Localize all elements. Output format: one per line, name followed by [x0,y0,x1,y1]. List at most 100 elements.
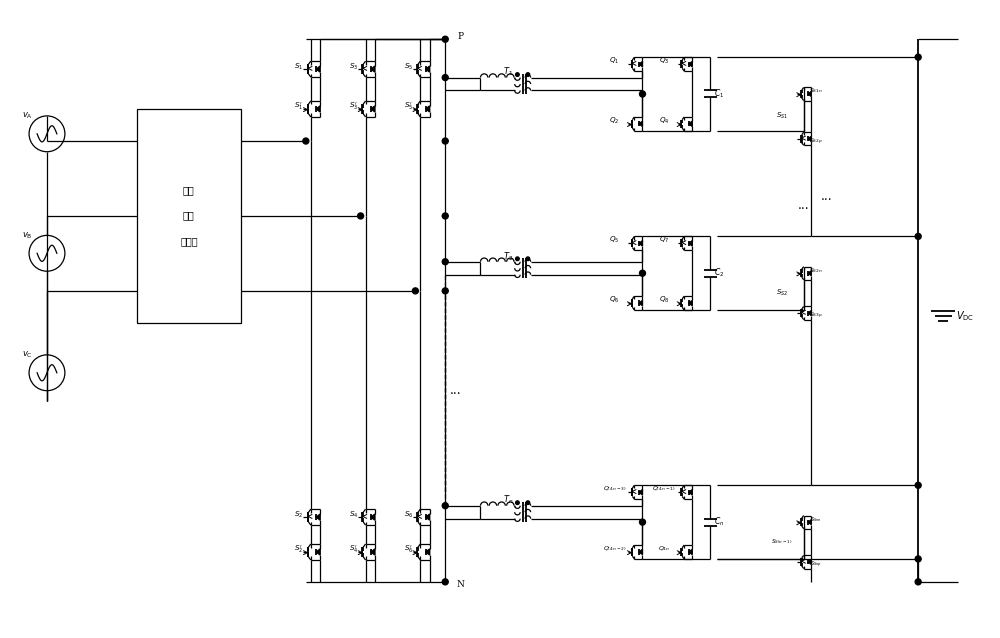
Text: $T_n$: $T_n$ [503,494,513,507]
Text: 滤波器: 滤波器 [180,237,198,246]
Text: $S_5'$: $S_5'$ [404,101,413,113]
Polygon shape [689,241,692,246]
Text: $S_{S(n-1)}$: $S_{S(n-1)}$ [771,538,793,546]
Text: N: N [456,581,464,590]
Circle shape [915,556,921,562]
Circle shape [442,288,448,294]
FancyBboxPatch shape [137,109,241,323]
Text: $Q_5$: $Q_5$ [609,235,620,246]
Text: $C_1$: $C_1$ [714,88,724,100]
Text: $S_{Snp}$: $S_{Snp}$ [810,560,822,570]
Circle shape [915,579,921,585]
Circle shape [442,36,448,42]
Text: $Q_{4n}$: $Q_{4n}$ [658,545,670,553]
Polygon shape [689,121,692,126]
Text: ...: ... [449,383,461,397]
Circle shape [516,73,519,77]
Polygon shape [639,61,642,67]
Text: $Q_2$: $Q_2$ [609,115,620,126]
Circle shape [915,54,921,60]
Text: $Q_{(4n-2)}$: $Q_{(4n-2)}$ [603,545,626,553]
Text: ...: ... [798,200,809,212]
Polygon shape [639,549,642,554]
Circle shape [640,91,645,97]
Text: $S_{S2p}$: $S_{S2p}$ [809,137,823,147]
Polygon shape [639,121,642,126]
Text: $Q_{(4n-1)}$: $Q_{(4n-1)}$ [652,485,676,493]
Text: $Q_7$: $Q_7$ [659,235,670,246]
Circle shape [516,501,519,505]
Text: $S_1$: $S_1$ [294,62,304,72]
Polygon shape [689,300,692,306]
Circle shape [526,257,530,260]
Circle shape [526,501,530,505]
Circle shape [358,213,364,219]
Polygon shape [371,549,375,555]
Text: $C_n$: $C_n$ [714,516,724,528]
Polygon shape [316,106,320,112]
Circle shape [640,271,645,276]
Polygon shape [426,106,430,112]
Circle shape [303,138,309,144]
Text: $Q_8$: $Q_8$ [659,295,670,305]
Polygon shape [426,66,430,72]
Polygon shape [689,549,692,554]
Text: $S_3'$: $S_3'$ [349,101,358,113]
Circle shape [915,482,921,488]
Polygon shape [808,311,811,316]
Polygon shape [371,66,375,72]
Text: $S_{S1}$: $S_{S1}$ [776,111,788,121]
Text: $S_1'$: $S_1'$ [294,101,304,113]
Polygon shape [689,61,692,67]
Polygon shape [316,66,320,72]
Polygon shape [371,514,375,520]
Text: $T_1$: $T_1$ [503,66,513,78]
Text: $v_{\rm C}$: $v_{\rm C}$ [22,350,32,360]
Text: $v_{\rm B}$: $v_{\rm B}$ [22,230,32,241]
Text: ...: ... [820,189,832,202]
Text: $S_5$: $S_5$ [404,62,413,72]
Polygon shape [808,560,811,565]
Text: $S_{S2}$: $S_{S2}$ [776,288,788,298]
Polygon shape [639,489,642,495]
Circle shape [516,257,519,260]
Text: $Q_1$: $Q_1$ [609,56,620,66]
Text: $S_4'$: $S_4'$ [349,544,358,556]
Text: $S_6'$: $S_6'$ [404,544,413,556]
Text: $S_4$: $S_4$ [349,510,358,520]
Text: 交流: 交流 [183,211,195,221]
Circle shape [442,138,448,144]
Text: $S_2$: $S_2$ [294,510,304,520]
Text: $Q_{(4n-3)}$: $Q_{(4n-3)}$ [603,485,626,493]
Polygon shape [808,271,811,276]
Circle shape [442,579,448,585]
Text: $S_2'$: $S_2'$ [294,544,304,556]
Polygon shape [808,519,811,524]
Text: $Q_6$: $Q_6$ [609,295,620,305]
Circle shape [442,259,448,265]
Text: $S_{S2n}$: $S_{S2n}$ [809,266,823,275]
Polygon shape [639,241,642,246]
Polygon shape [639,300,642,306]
Text: $Q_4$: $Q_4$ [659,115,670,126]
Polygon shape [316,514,320,520]
Circle shape [412,288,418,294]
Circle shape [442,503,448,508]
Circle shape [526,73,530,77]
Polygon shape [808,137,811,141]
Text: $S_6$: $S_6$ [404,510,413,520]
Circle shape [640,519,645,525]
Text: $S_3$: $S_3$ [349,62,358,72]
Circle shape [442,75,448,80]
Text: $S_{S3p}$: $S_{S3p}$ [809,311,823,321]
Text: $S_{S1n}$: $S_{S1n}$ [809,87,823,96]
Text: $T_2$: $T_2$ [503,250,513,262]
Text: $v_{\rm A}$: $v_{\rm A}$ [22,110,33,121]
Polygon shape [689,489,692,495]
Text: $S_{Snn}$: $S_{Snn}$ [810,515,822,524]
Circle shape [442,213,448,219]
Polygon shape [316,549,320,555]
Polygon shape [426,549,430,555]
Text: $Q_3$: $Q_3$ [659,56,669,66]
Polygon shape [371,106,375,112]
